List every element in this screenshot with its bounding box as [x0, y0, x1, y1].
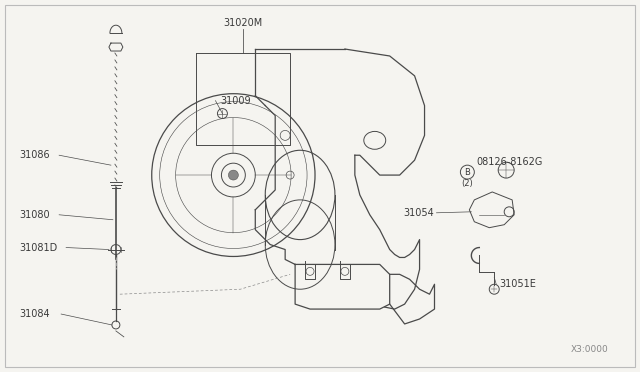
Text: 31009: 31009	[220, 96, 251, 106]
Text: X3:0000: X3:0000	[571, 345, 609, 354]
Text: 31020M: 31020M	[224, 18, 263, 28]
Text: 08126-8162G: 08126-8162G	[476, 157, 543, 167]
Text: 31081D: 31081D	[19, 243, 58, 253]
Text: 31080: 31080	[19, 210, 50, 220]
Text: 31084: 31084	[19, 309, 50, 319]
Text: 31051E: 31051E	[499, 279, 536, 289]
Circle shape	[228, 170, 238, 180]
Text: B: B	[465, 168, 470, 177]
Text: 31086: 31086	[19, 150, 50, 160]
Text: (2): (2)	[461, 179, 473, 187]
Text: 31054: 31054	[404, 208, 435, 218]
